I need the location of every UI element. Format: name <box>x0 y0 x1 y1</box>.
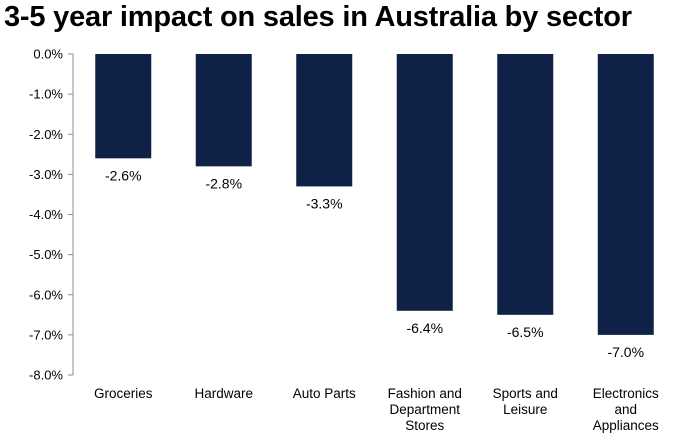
bar <box>396 54 453 311</box>
category-label: Appliances <box>593 418 659 433</box>
category-label: Groceries <box>94 386 153 401</box>
data-label: -3.3% <box>306 195 343 211</box>
bar <box>195 54 252 167</box>
data-label: -2.6% <box>105 167 142 183</box>
data-label: -6.4% <box>406 320 443 336</box>
category-label: Electronics <box>593 386 659 401</box>
bar <box>497 54 554 315</box>
y-tick-label: -7.0% <box>29 327 63 342</box>
y-tick-label: -5.0% <box>29 247 63 262</box>
chart-title: 3-5 year impact on sales in Australia by… <box>4 1 632 33</box>
y-tick-label: 0.0% <box>33 47 63 62</box>
y-tick-label: -8.0% <box>29 368 63 383</box>
category-label: and <box>614 402 637 417</box>
category-label: Auto Parts <box>293 386 356 401</box>
y-tick-label: -4.0% <box>29 207 63 222</box>
bar <box>296 54 353 187</box>
y-tick-label: -6.0% <box>29 287 63 302</box>
category-label: Department <box>389 402 460 417</box>
data-label: -2.8% <box>205 175 242 191</box>
data-label: -6.5% <box>507 324 544 340</box>
category-label: Hardware <box>194 386 253 401</box>
y-tick-label: -3.0% <box>29 167 63 182</box>
category-label: Leisure <box>503 402 547 417</box>
y-tick-label: -2.0% <box>29 127 63 142</box>
bar <box>597 54 654 335</box>
category-label: Stores <box>405 418 444 433</box>
bar <box>95 54 152 159</box>
y-tick-label: -1.0% <box>29 87 63 102</box>
category-label: Sports and <box>493 386 558 401</box>
data-label: -7.0% <box>607 344 644 360</box>
category-label: Fashion and <box>388 386 462 401</box>
